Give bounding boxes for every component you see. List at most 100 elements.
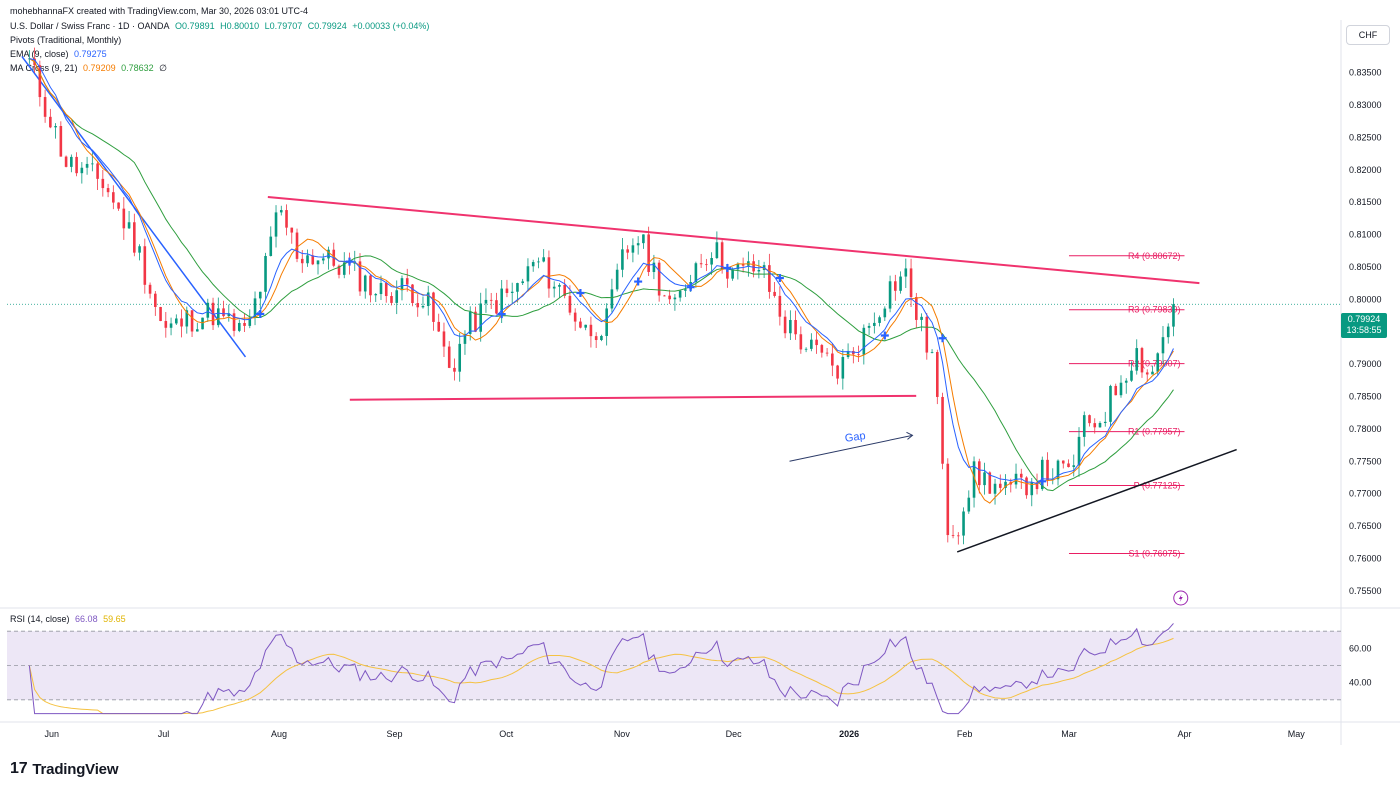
candle-body xyxy=(290,227,294,233)
time-axis-label: Nov xyxy=(614,729,631,739)
candle-body xyxy=(1093,423,1097,428)
ma-cross-marker xyxy=(775,273,784,282)
candle-body xyxy=(862,327,866,355)
candle-body xyxy=(836,365,839,379)
ma-cross-marker xyxy=(256,309,265,318)
candle-body xyxy=(138,246,141,253)
pivots-legend[interactable]: Pivots (Traditional, Monthly) xyxy=(10,35,124,45)
candle-body xyxy=(736,263,740,270)
ema-value: 0.79275 xyxy=(74,49,107,59)
candle-body xyxy=(988,472,992,494)
tradingview-wordmark: TradingView xyxy=(32,760,119,778)
candle-body xyxy=(1077,436,1081,466)
symbol-name[interactable]: U.S. Dollar / Swiss Franc · 1D · OANDA xyxy=(10,21,170,31)
candle-body xyxy=(794,319,797,335)
ema-line xyxy=(29,58,1174,485)
candle-body xyxy=(783,316,787,334)
candle-body xyxy=(269,236,273,256)
candle-body xyxy=(804,348,808,350)
candle-body xyxy=(867,325,871,328)
price-tick-label: 0.80000 xyxy=(1349,294,1382,304)
candle-body xyxy=(983,472,986,486)
candle-body xyxy=(159,306,162,322)
candle-body xyxy=(888,281,892,309)
candle-body xyxy=(59,126,63,157)
candle-body xyxy=(757,269,761,272)
rsi-tick-label: 60.00 xyxy=(1349,643,1372,653)
ma-cross-marker xyxy=(723,264,732,273)
candle-body xyxy=(631,245,635,253)
candle-body xyxy=(589,324,593,337)
rsi-legend[interactable]: RSI (14, close) 66.08 59.65 xyxy=(10,614,129,624)
candle-body xyxy=(1046,459,1049,481)
candle-body xyxy=(1072,465,1076,468)
candle-body xyxy=(521,281,524,284)
candle-body xyxy=(799,334,803,350)
last-price-tag: 0.79924 13:58:55 xyxy=(1341,313,1387,338)
candle-body xyxy=(227,313,231,317)
candle-body xyxy=(594,336,598,341)
candle-body xyxy=(668,295,671,300)
candle-body xyxy=(1082,415,1086,437)
pivots-label[interactable]: Pivots (Traditional, Monthly) xyxy=(10,35,122,45)
candle-body xyxy=(411,284,414,304)
candle-body xyxy=(1119,382,1123,396)
ma-slow-value: 0.78632 xyxy=(121,63,154,73)
ma-cross-legend[interactable]: MA Cross (9, 21) 0.79209 0.78632 ∅ xyxy=(10,63,170,74)
rsi-label[interactable]: RSI (14, close) xyxy=(10,614,70,624)
candle-body xyxy=(1140,348,1144,373)
candle-body xyxy=(741,263,745,266)
candle-body xyxy=(699,263,703,265)
ma-cross-label[interactable]: MA Cross (9, 21) xyxy=(10,63,78,73)
gap-arrow xyxy=(789,434,913,462)
ma-null-icon: ∅ xyxy=(159,63,168,73)
candle-body xyxy=(573,312,577,322)
candle-body xyxy=(133,222,136,253)
candle-body xyxy=(825,352,829,354)
candle-body xyxy=(390,296,393,303)
symbol-legend[interactable]: U.S. Dollar / Swiss Franc · 1D · OANDA O… xyxy=(10,21,432,31)
time-axis-label: Mar xyxy=(1061,729,1077,739)
candle-body xyxy=(1019,473,1023,478)
candle-body xyxy=(920,316,923,320)
tradingview-logo: 17 TradingView xyxy=(10,760,118,778)
candle-body xyxy=(106,188,110,193)
author-line: mohebhannaFX created with TradingView.co… xyxy=(10,6,308,16)
candle-body xyxy=(778,295,782,317)
candle-body xyxy=(899,276,902,291)
price-tick-label: 0.78500 xyxy=(1349,391,1382,401)
candle-body xyxy=(636,243,640,246)
ma-cross-marker xyxy=(497,310,506,319)
rsi-tick-label: 40.00 xyxy=(1349,678,1372,688)
candle-body xyxy=(337,265,341,275)
candle-body xyxy=(516,283,519,292)
candle-body xyxy=(568,295,572,313)
ma-cross-marker xyxy=(938,334,947,343)
horizontal-support-line xyxy=(349,394,917,401)
candle-body xyxy=(558,284,561,287)
candle-body xyxy=(164,321,168,328)
ma-cross-marker xyxy=(686,283,695,292)
candle-body xyxy=(232,313,236,331)
candle-body xyxy=(253,298,257,318)
ema-legend[interactable]: EMA (9, close) 0.79275 xyxy=(10,49,110,59)
candle-body xyxy=(458,343,462,372)
price-tick-label: 0.82500 xyxy=(1349,132,1382,142)
candle-body xyxy=(363,275,367,292)
candle-body xyxy=(841,357,845,379)
candle-body xyxy=(180,318,183,327)
candle-body xyxy=(752,261,755,272)
price-tick-label: 0.80500 xyxy=(1349,262,1382,272)
rsi-ma-value: 59.65 xyxy=(103,614,126,624)
candle-body xyxy=(495,300,498,314)
candle-body xyxy=(547,257,551,289)
candle-body xyxy=(85,163,89,168)
candle-body xyxy=(474,311,477,332)
candle-body xyxy=(112,192,115,203)
ema-label[interactable]: EMA (9, close) xyxy=(10,49,69,59)
currency-selector[interactable]: CHF xyxy=(1346,25,1390,45)
candle-body xyxy=(720,242,724,270)
rsi-value: 66.08 xyxy=(75,614,98,624)
candle-body xyxy=(463,333,467,344)
